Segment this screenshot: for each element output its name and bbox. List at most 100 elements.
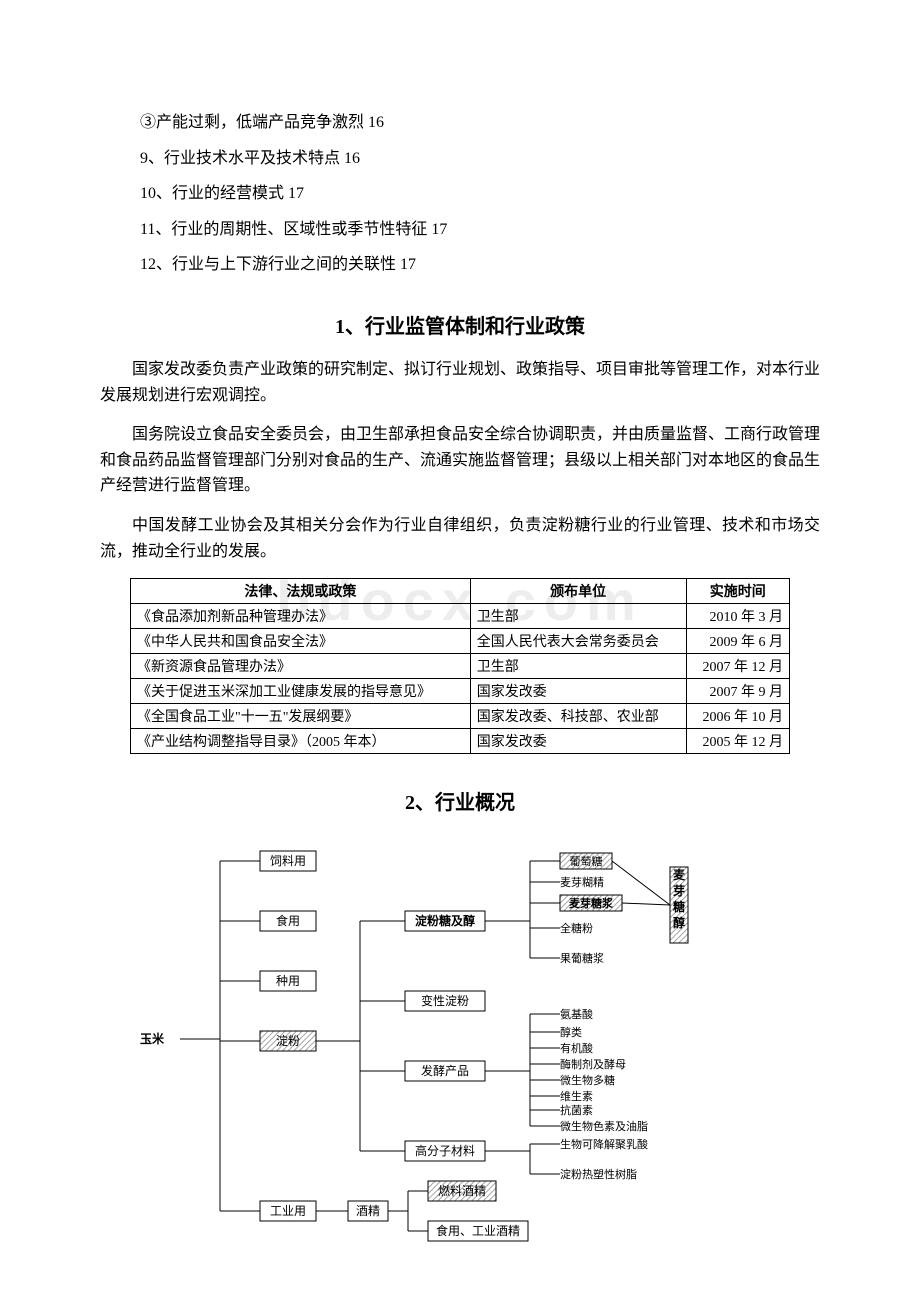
svg-text:玉米: 玉米 (140, 1031, 165, 1046)
diagram-node: 淀粉热塑性树脂 (560, 1167, 637, 1181)
table-cell: 2005 年 12 月 (686, 729, 789, 754)
svg-text:醇类: 醇类 (560, 1025, 582, 1039)
svg-text:全糖粉: 全糖粉 (560, 921, 593, 935)
table-cell: 全国人民代表大会常务委员会 (470, 629, 686, 654)
table-cell: 卫生部 (470, 604, 686, 629)
table-row: 《产业结构调整指导目录》（2005 年本）国家发改委2005 年 12 月 (131, 729, 790, 754)
svg-text:高分子材料: 高分子材料 (415, 1143, 475, 1158)
table-cell: 2010 年 3 月 (686, 604, 789, 629)
toc-item: 12、行业与上下游行业之间的关联性 17 (140, 252, 820, 278)
diagram-node: 生物可降解聚乳酸 (560, 1137, 648, 1151)
svg-text:淀粉: 淀粉 (276, 1034, 300, 1048)
paragraph: 国务院设立食品安全委员会，由卫生部承担食品安全综合协调职责，并由质量监督、工商行… (100, 422, 820, 499)
diagram-node: 酒精 (348, 1201, 388, 1221)
svg-text:有机酸: 有机酸 (560, 1041, 593, 1055)
svg-text:麦芽糖浆: 麦芽糖浆 (569, 896, 614, 910)
svg-text:糖: 糖 (673, 899, 685, 914)
section-heading-1: 1、行业监管体制和行业政策 (100, 310, 820, 339)
policy-table: 法律、法规或政策 颁布单位 实施时间 《食品添加剂新品种管理办法》卫生部2010… (130, 578, 790, 754)
svg-text:麦芽糊精: 麦芽糊精 (560, 875, 604, 889)
toc-item: 9、行业技术水平及技术特点 16 (140, 146, 820, 172)
table-row: 《关于促进玉米深加工业健康发展的指导意见》国家发改委2007 年 9 月 (131, 679, 790, 704)
svg-text:发酵产品: 发酵产品 (421, 1063, 469, 1078)
diagram-node: 食用、工业酒精 (428, 1221, 528, 1241)
diagram-node: 麦芽糖醇 (670, 867, 688, 943)
diagram-node: 抗菌素 (560, 1103, 593, 1117)
table-cell: 《产业结构调整指导目录》（2005 年本） (131, 729, 471, 754)
table-cell: 卫生部 (470, 654, 686, 679)
diagram-node: 氨基酸 (560, 1007, 593, 1021)
table-cell: 《食品添加剂新品种管理办法》 (131, 604, 471, 629)
table-cell: 《中华人民共和国食品安全法》 (131, 629, 471, 654)
svg-text:醇: 醇 (673, 915, 685, 930)
table-cell: 《全国食品工业"十一五"发展纲要》 (131, 704, 471, 729)
flowchart-diagram: 玉米 饲料用食用种用淀粉工业用 酒精 淀粉糖及醇变性淀粉发酵产品高分子材料燃料酒精食用… (130, 835, 790, 1245)
table-cell: 2007 年 12 月 (686, 654, 789, 679)
diagram-node: 麦芽糖浆 (560, 895, 622, 911)
svg-text:微生物多糖: 微生物多糖 (560, 1073, 615, 1087)
svg-text:果葡糖浆: 果葡糖浆 (560, 951, 604, 965)
diagram-node: 麦芽糊精 (560, 875, 604, 889)
diagram-node: 果葡糖浆 (560, 951, 604, 965)
svg-text:工业用: 工业用 (270, 1204, 306, 1218)
diagram-node: 种用 (260, 971, 316, 991)
svg-text:种用: 种用 (276, 974, 300, 988)
diagram-node: 微生物色素及油脂 (560, 1119, 648, 1133)
paragraph: 中国发酵工业协会及其相关分会作为行业自律组织，负责淀粉糖行业的行业管理、技术和市… (100, 513, 820, 564)
svg-text:燃料酒精: 燃料酒精 (438, 1183, 486, 1198)
svg-text:酶制剂及酵母: 酶制剂及酵母 (560, 1057, 626, 1071)
table-cell: 2006 年 10 月 (686, 704, 789, 729)
diagram-node: 饲料用 (260, 851, 316, 871)
document-page: ③产能过剩，低端产品竞争激烈 16 9、行业技术水平及技术特点 16 10、行业… (0, 0, 920, 1285)
col-header: 颁布单位 (470, 579, 686, 604)
toc-item: 11、行业的周期性、区域性或季节性特征 17 (140, 217, 820, 243)
svg-text:食用、工业酒精: 食用、工业酒精 (436, 1223, 520, 1238)
col-header: 法律、法规或政策 (131, 579, 471, 604)
svg-text:变性淀粉: 变性淀粉 (421, 993, 469, 1008)
svg-text:芽: 芽 (673, 883, 685, 898)
table-cell: 国家发改委 (470, 729, 686, 754)
svg-text:葡萄糖: 葡萄糖 (570, 854, 603, 868)
svg-text:淀粉热塑性树脂: 淀粉热塑性树脂 (560, 1167, 637, 1181)
diagram-node: 酶制剂及酵母 (560, 1057, 626, 1071)
diagram-node: 燃料酒精 (428, 1181, 496, 1201)
diagram-node: 淀粉 (260, 1031, 316, 1051)
diagram-node: 醇类 (560, 1025, 582, 1039)
svg-text:饲料用: 饲料用 (270, 854, 306, 868)
diagram-node: 微生物多糖 (560, 1073, 615, 1087)
svg-text:酒精: 酒精 (356, 1204, 380, 1218)
col-header: 实施时间 (686, 579, 789, 604)
table-row: 《食品添加剂新品种管理办法》卫生部2010 年 3 月 (131, 604, 790, 629)
svg-text:麦: 麦 (673, 867, 686, 882)
paragraph: 国家发改委负责产业政策的研究制定、拟订行业规划、政策指导、项目审批等管理工作，对… (100, 357, 820, 408)
table-cell: 国家发改委、科技部、农业部 (470, 704, 686, 729)
svg-text:微生物色素及油脂: 微生物色素及油脂 (560, 1119, 648, 1133)
svg-text:氨基酸: 氨基酸 (560, 1007, 593, 1021)
diagram-node: 全糖粉 (560, 921, 593, 935)
table-cell: 2009 年 6 月 (686, 629, 789, 654)
diagram-node: 淀粉糖及醇 (405, 911, 485, 931)
toc-item: 10、行业的经营模式 17 (140, 181, 820, 207)
diagram-node: 有机酸 (560, 1041, 593, 1055)
policy-table-wrap: bdocx.com 法律、法规或政策 颁布单位 实施时间 《食品添加剂新品种管理… (100, 578, 820, 754)
diagram-node: 高分子材料 (405, 1141, 485, 1161)
table-row: 《中华人民共和国食品安全法》全国人民代表大会常务委员会2009 年 6 月 (131, 629, 790, 654)
section-heading-2: 2、行业概况 (100, 786, 820, 815)
diagram-node: 维生素 (560, 1089, 593, 1103)
svg-text:抗菌素: 抗菌素 (560, 1103, 593, 1117)
table-cell: 2007 年 9 月 (686, 679, 789, 704)
svg-text:淀粉糖及醇: 淀粉糖及醇 (415, 913, 475, 928)
table-cell: 《新资源食品管理办法》 (131, 654, 471, 679)
diagram-node: 食用 (260, 911, 316, 931)
diagram-node: 变性淀粉 (405, 991, 485, 1011)
diagram-node: 工业用 (260, 1201, 316, 1221)
svg-text:食用: 食用 (276, 913, 300, 928)
svg-text:生物可降解聚乳酸: 生物可降解聚乳酸 (560, 1137, 648, 1151)
svg-text:维生素: 维生素 (560, 1089, 593, 1103)
table-row: 《新资源食品管理办法》卫生部2007 年 12 月 (131, 654, 790, 679)
diagram-node: 葡萄糖 (560, 853, 612, 869)
table-row: 《全国食品工业"十一五"发展纲要》国家发改委、科技部、农业部2006 年 10 … (131, 704, 790, 729)
diagram-node: 发酵产品 (405, 1061, 485, 1081)
table-cell: 国家发改委 (470, 679, 686, 704)
diagram-node: 玉米 (140, 1031, 165, 1046)
